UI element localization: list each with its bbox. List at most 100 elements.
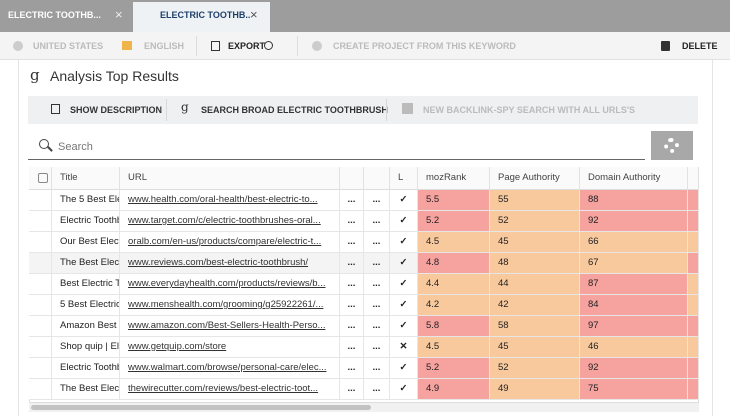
column-header [29,167,52,190]
more-cell: ... [340,316,364,337]
row-checkbox-cell [29,337,52,358]
status-cell: ✓ [390,316,418,337]
domain-authority-cell: 88 [580,190,688,211]
column-header[interactable]: URL [120,167,340,190]
more-cell: ... [340,358,364,379]
mozrank-cell: 5.2 [418,211,490,232]
tab[interactable]: ELECTRIC TOOTHB... [160,10,250,20]
mozrank-cell: 4.5 [418,232,490,253]
title-cell: The 5 Best Elec... [52,190,120,211]
create-project-button[interactable]: CREATE PROJECT FROM THIS KEYWORD [333,41,516,51]
cut-off-cell [688,379,699,400]
domain-authority-cell: 84 [580,295,688,316]
column-header[interactable]: mozRank [418,167,490,190]
row-checkbox-cell [29,379,52,400]
tab-close-icon[interactable]: × [250,7,258,22]
row-checkbox-cell [29,211,52,232]
column-header [340,167,364,190]
status-cell: ✓ [390,253,418,274]
more-cell: ... [340,379,364,400]
more-cell: ... [340,274,364,295]
url-cell[interactable]: oralb.com/en-us/products/compare/electri… [120,232,340,253]
globe-icon [13,41,23,51]
url-cell[interactable]: www.menshealth.com/grooming/g25922261/..… [120,295,340,316]
status-cell: ✓ [390,232,418,253]
more-cell: ... [340,232,364,253]
cut-off-cell [688,274,699,295]
more-cell: ... [340,295,364,316]
page-authority-cell: 55 [490,190,580,211]
column-header[interactable]: Domain Authority [580,167,688,190]
backlink-icon [402,103,413,114]
search-icon [39,139,49,149]
more-cell: ... [364,379,390,400]
page-authority-cell: 45 [490,232,580,253]
page-authority-cell: 48 [490,253,580,274]
show-description-button[interactable]: SHOW DESCRIPTION [70,105,163,115]
active-tab[interactable] [133,2,270,32]
separator [386,99,387,121]
language-button[interactable]: ENGLISH [144,41,185,51]
cut-off-cell [688,232,699,253]
search-placeholder[interactable]: Search [58,141,93,153]
cut-off-cell [688,316,699,337]
status-cell: ✓ [390,274,418,295]
dropdown-icon[interactable] [264,41,273,50]
cut-off-cell [688,211,699,232]
domain-authority-cell: 92 [580,211,688,232]
more-cell: ... [364,316,390,337]
delete-button[interactable]: DELETE [682,41,718,51]
domain-authority-cell: 46 [580,337,688,358]
cut-off-cell [688,253,699,274]
status-cell: ✓ [390,358,418,379]
export-button[interactable]: EXPORT [228,41,266,51]
tab-bar [0,0,730,32]
button-bar [28,96,698,124]
header-checkbox[interactable] [38,173,48,183]
url-cell[interactable]: www.everydayhealth.com/products/reviews/… [120,274,340,295]
column-header [688,167,699,190]
url-cell[interactable]: www.walmart.com/browse/personal-care/ele… [120,358,340,379]
column-header[interactable]: Page Authority [490,167,580,190]
status-cell: ✓ [390,190,418,211]
more-cell: ... [364,358,390,379]
row-checkbox-cell [29,232,52,253]
more-cell: ... [364,337,390,358]
more-cell: ... [364,211,390,232]
country-button[interactable]: UNITED STATES [33,41,104,51]
title-cell: Electric Toothb... [52,358,120,379]
url-cell[interactable]: thewirecutter.com/reviews/best-electric-… [120,379,340,400]
column-header[interactable]: Title [52,167,120,190]
tab-close-icon[interactable]: × [115,7,123,22]
search-broad-button[interactable]: SEARCH BROAD ELECTRIC TOOTHBRUSH [201,105,388,115]
toolbar [0,32,730,60]
mozrank-cell: 5.8 [418,316,490,337]
description-icon [51,104,60,114]
status-cell: ✓ [390,295,418,316]
row-checkbox-cell [29,358,52,379]
panel [18,60,713,416]
page-authority-cell: 42 [490,295,580,316]
url-cell[interactable]: www.amazon.com/Best-Sellers-Health-Perso… [120,316,340,337]
project-icon [312,41,322,51]
tab[interactable]: ELECTRIC TOOTHB... [8,10,101,20]
backlink-spy-button: NEW BACKLINK-SPY SEARCH WITH ALL URLS'S [423,105,635,115]
domain-authority-cell: 66 [580,232,688,253]
row-checkbox-cell [29,316,52,337]
url-cell[interactable]: www.getquip.com/store [120,337,340,358]
url-cell[interactable]: www.health.com/oral-health/best-electric… [120,190,340,211]
more-cell: ... [364,232,390,253]
more-cell: ... [340,211,364,232]
page-authority-cell: 45 [490,337,580,358]
url-cell[interactable]: www.reviews.com/best-electric-toothbrush… [120,253,340,274]
search-box[interactable] [28,132,645,160]
domain-authority-cell: 75 [580,379,688,400]
trash-icon [661,41,670,51]
domain-authority-cell: 87 [580,274,688,295]
url-cell[interactable]: www.target.com/c/electric-toothbrushes-o… [120,211,340,232]
separator [196,36,197,56]
scrollbar-thumb[interactable] [31,405,371,410]
column-header[interactable]: L [390,167,418,190]
flag-icon [122,41,132,50]
